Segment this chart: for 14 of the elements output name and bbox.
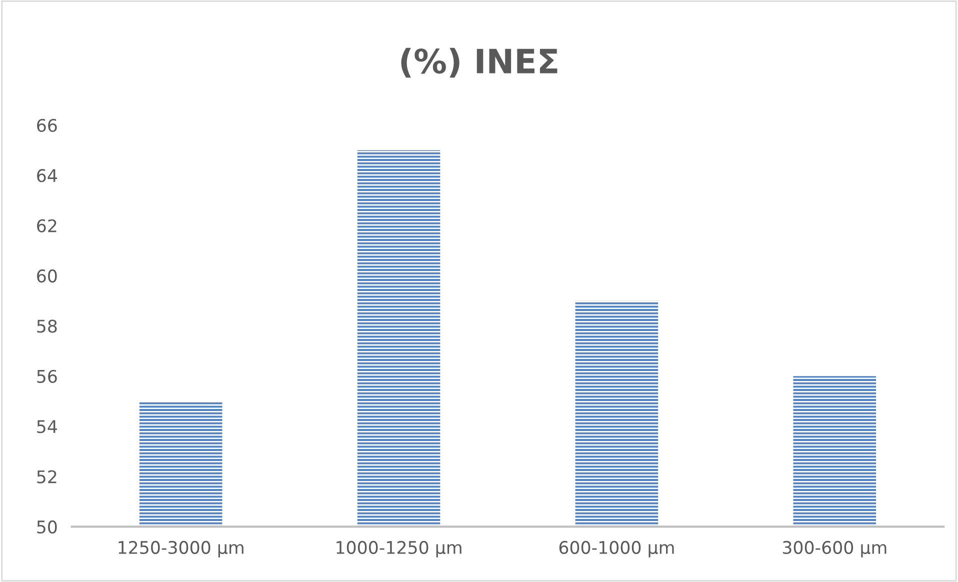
x-tick-label: 1000-1250 μm <box>336 540 462 558</box>
y-tick-label: 52 <box>37 470 56 484</box>
y-tick-label: 64 <box>37 169 57 182</box>
y-tick-label: 60 <box>37 269 57 283</box>
y-tick-label: 58 <box>37 320 57 333</box>
y-tick-label: 54 <box>37 420 57 434</box>
y-tick-label: 62 <box>37 219 56 232</box>
x-tick-label: 1250-3000 μm <box>118 540 244 558</box>
x-tick-label: 600-1000 μm <box>559 540 674 558</box>
x-tick-label: 300-600 μm <box>782 540 886 558</box>
y-tick-label: 56 <box>37 370 57 383</box>
chart-title: (%) ΙΝΕΣ <box>401 48 558 78</box>
y-tick-label: 50 <box>37 520 57 534</box>
y-tick-label: 66 <box>37 118 57 132</box>
